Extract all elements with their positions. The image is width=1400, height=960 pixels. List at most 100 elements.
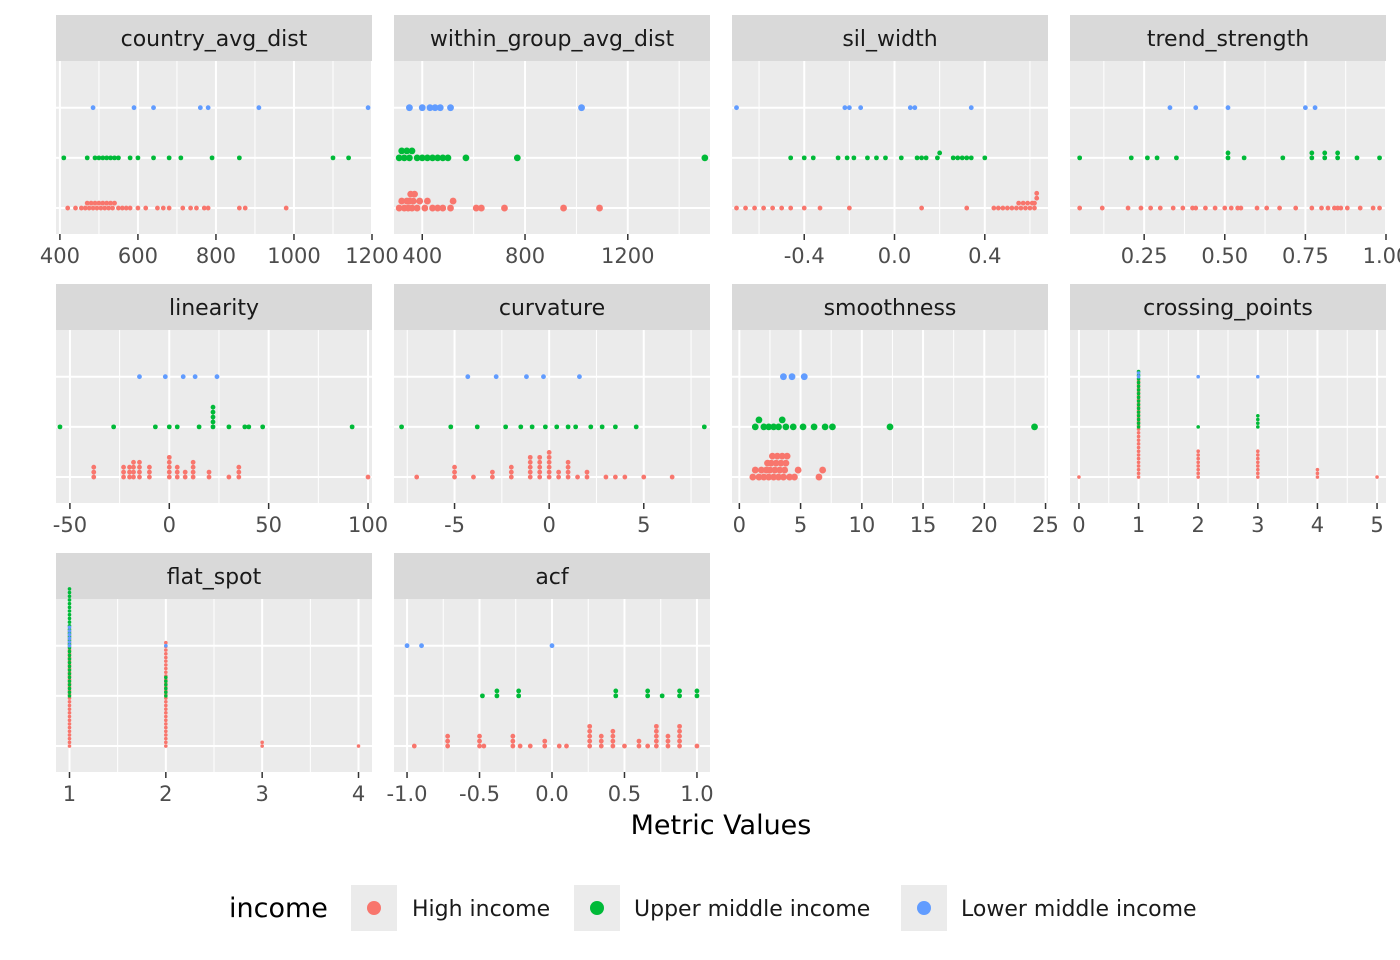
point-lower-middle-income	[907, 105, 913, 111]
point-high-income	[546, 454, 552, 460]
point-lower-middle-income	[67, 640, 72, 644]
point-upper-middle-income	[844, 155, 850, 161]
point-upper-middle-income	[516, 688, 522, 694]
x-tick-label: 0.25	[1121, 244, 1168, 268]
point-upper-middle-income	[677, 688, 682, 694]
point-upper-middle-income	[67, 612, 72, 617]
point-lower-middle-income	[131, 105, 137, 111]
point-high-income	[164, 711, 168, 715]
point-high-income	[1256, 471, 1260, 476]
point-high-income	[414, 474, 420, 480]
point-high-income	[766, 466, 774, 474]
point-high-income	[206, 474, 212, 480]
point-upper-middle-income	[801, 155, 807, 161]
point-high-income	[677, 738, 682, 744]
point-high-income	[91, 464, 97, 470]
point-upper-middle-income	[67, 616, 72, 621]
point-high-income	[174, 469, 180, 475]
point-high-income	[1277, 205, 1282, 211]
point-upper-middle-income	[937, 150, 943, 156]
point-high-income	[1315, 475, 1320, 479]
strip-within-group-avg-dist	[394, 15, 710, 61]
point-upper-middle-income	[613, 688, 619, 694]
point-high-income	[164, 722, 168, 726]
point-high-income	[67, 744, 72, 748]
point-upper-middle-income	[164, 683, 168, 687]
point-lower-middle-income	[1312, 105, 1318, 111]
strip-label-crossing-points: crossing_points	[1143, 296, 1313, 321]
point-upper-middle-income	[1225, 150, 1231, 156]
x-tick-label: 1	[63, 782, 76, 806]
point-lower-middle-income	[465, 374, 471, 380]
point-upper-middle-income	[1136, 421, 1141, 425]
point-upper-middle-income	[67, 609, 72, 613]
point-upper-middle-income	[503, 424, 509, 430]
point-upper-middle-income	[400, 154, 408, 162]
point-lower-middle-income	[1136, 371, 1141, 375]
point-upper-middle-income	[1256, 425, 1260, 429]
point-high-income	[770, 205, 776, 211]
point-upper-middle-income	[677, 693, 682, 699]
point-high-income	[1018, 205, 1024, 211]
point-high-income	[587, 723, 593, 729]
x-tick-label: 0.50	[1201, 244, 1248, 268]
x-tick-label: -0.4	[784, 244, 825, 268]
point-high-income	[780, 473, 787, 481]
point-upper-middle-income	[480, 693, 485, 699]
point-high-income	[106, 205, 112, 211]
x-tick-label: 0.4	[968, 244, 1001, 268]
point-high-income	[1377, 205, 1382, 211]
point-upper-middle-income	[778, 416, 786, 424]
point-lower-middle-income	[365, 105, 371, 111]
point-upper-middle-income	[810, 155, 816, 161]
point-high-income	[546, 464, 552, 470]
point-upper-middle-income	[210, 404, 216, 410]
point-high-income	[1256, 467, 1260, 472]
point-high-income	[121, 464, 126, 470]
point-upper-middle-income	[166, 424, 172, 430]
point-lower-middle-income	[842, 105, 848, 111]
x-tick-label: 0	[733, 513, 746, 537]
point-high-income	[164, 718, 168, 723]
x-tick-label: 4	[352, 782, 365, 806]
point-upper-middle-income	[403, 147, 411, 155]
point-lower-middle-income	[67, 636, 72, 641]
point-upper-middle-income	[1280, 155, 1286, 161]
point-lower-middle-income	[404, 643, 410, 649]
point-high-income	[1099, 205, 1105, 211]
point-lower-middle-income	[541, 374, 546, 380]
point-upper-middle-income	[67, 620, 72, 624]
point-high-income	[67, 740, 72, 745]
point-upper-middle-income	[755, 416, 763, 424]
point-upper-middle-income	[633, 424, 639, 430]
point-upper-middle-income	[829, 423, 836, 431]
point-high-income	[964, 205, 970, 211]
point-upper-middle-income	[955, 155, 961, 161]
point-high-income	[1025, 200, 1031, 206]
point-high-income	[565, 474, 571, 480]
point-upper-middle-income	[67, 649, 72, 654]
point-lower-middle-income	[67, 643, 72, 648]
point-high-income	[603, 474, 609, 480]
point-high-income	[1136, 449, 1141, 454]
point-upper-middle-income	[151, 155, 156, 161]
x-tick-label: 2	[1192, 513, 1205, 537]
point-lower-middle-income	[406, 104, 413, 112]
point-high-income	[537, 454, 543, 460]
plot-area-sil-width	[732, 61, 1048, 234]
point-high-income	[1196, 449, 1200, 454]
x-tick-label: -0.5	[459, 782, 500, 806]
point-lower-middle-income	[164, 643, 168, 648]
point-lower-middle-income	[418, 104, 426, 112]
point-high-income	[527, 464, 533, 470]
point-upper-middle-income	[810, 423, 818, 431]
point-high-income	[636, 738, 642, 744]
point-upper-middle-income	[518, 424, 524, 430]
point-upper-middle-income	[104, 155, 110, 161]
point-high-income	[777, 459, 785, 467]
point-high-income	[182, 474, 188, 480]
point-high-income	[104, 200, 110, 206]
point-high-income	[794, 466, 802, 474]
point-high-income	[489, 474, 495, 480]
point-high-income	[749, 473, 757, 481]
